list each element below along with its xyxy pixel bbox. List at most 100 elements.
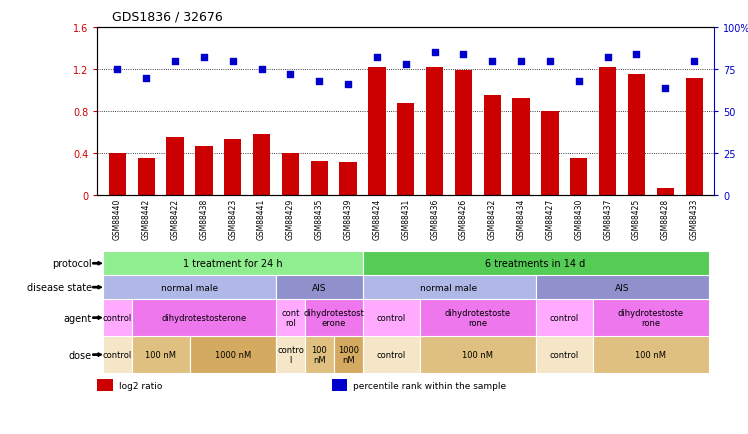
Text: GSM88435: GSM88435 [315, 198, 324, 240]
Bar [397, 103, 414, 195]
Point [313, 78, 325, 85]
Text: GSM88437: GSM88437 [603, 198, 612, 240]
Bar [276, 336, 305, 373]
Bar [253, 135, 270, 195]
Point [198, 55, 210, 62]
Text: contro
l: contro l [277, 345, 304, 364]
Point [688, 58, 700, 65]
Bar [138, 159, 155, 195]
Bar [455, 71, 472, 195]
Bar [305, 299, 363, 336]
Text: GSM88423: GSM88423 [228, 198, 237, 239]
Text: 100 nM: 100 nM [635, 350, 666, 359]
Point [371, 55, 383, 62]
Text: AIS: AIS [615, 283, 629, 292]
Bar [542, 112, 559, 195]
Text: GSM88424: GSM88424 [373, 198, 381, 239]
Text: control: control [102, 350, 132, 359]
Text: dihydrotestosterone: dihydrotestosterone [162, 313, 247, 322]
Bar [536, 299, 593, 336]
Text: disease state: disease state [27, 283, 92, 293]
Bar [305, 336, 334, 373]
Bar [536, 336, 593, 373]
Text: GSM88431: GSM88431 [401, 198, 411, 239]
Bar [484, 96, 501, 195]
Bar [132, 336, 189, 373]
Text: GSM88426: GSM88426 [459, 198, 468, 239]
Bar [593, 336, 708, 373]
Bar [189, 336, 276, 373]
Bar [331, 379, 347, 391]
Text: GSM88442: GSM88442 [142, 198, 151, 239]
Bar [599, 68, 616, 195]
Text: GSM88425: GSM88425 [632, 198, 641, 239]
Point [342, 82, 354, 89]
Text: GSM88436: GSM88436 [430, 198, 439, 240]
Text: GSM88438: GSM88438 [200, 198, 209, 239]
Text: percentile rank within the sample: percentile rank within the sample [353, 381, 506, 390]
Bar [340, 163, 357, 195]
Point [169, 58, 181, 65]
Bar [103, 276, 276, 299]
Text: control: control [377, 313, 406, 322]
Text: control: control [377, 350, 406, 359]
Text: GSM88427: GSM88427 [545, 198, 554, 239]
Point [458, 52, 470, 59]
Point [141, 75, 153, 82]
Text: normal male: normal male [161, 283, 218, 292]
Text: GSM88422: GSM88422 [171, 198, 180, 239]
Text: dihydrotestost
erone: dihydrotestost erone [303, 309, 364, 327]
Text: AIS: AIS [312, 283, 327, 292]
Point [515, 58, 527, 65]
Text: GSM88429: GSM88429 [286, 198, 295, 239]
Text: dihydrotestoste
rone: dihydrotestoste rone [445, 309, 511, 327]
Point [111, 66, 123, 73]
Bar [426, 68, 444, 195]
Point [256, 66, 268, 73]
Bar [276, 276, 363, 299]
Text: dihydrotestoste
rone: dihydrotestoste rone [618, 309, 684, 327]
Bar [368, 68, 386, 195]
Text: GSM88434: GSM88434 [517, 198, 526, 240]
Point [659, 85, 671, 92]
Bar [276, 299, 305, 336]
Point [631, 52, 643, 59]
Bar [224, 140, 242, 195]
Point [573, 78, 585, 85]
Text: 6 treatments in 14 d: 6 treatments in 14 d [485, 259, 586, 269]
Bar [167, 138, 184, 195]
Bar [97, 379, 113, 391]
Bar [593, 299, 708, 336]
Point [429, 50, 441, 57]
Bar [536, 276, 708, 299]
Point [284, 72, 296, 79]
Bar [310, 162, 328, 195]
Point [399, 62, 411, 69]
Bar [108, 154, 126, 195]
Bar [628, 75, 645, 195]
Text: GSM88441: GSM88441 [257, 198, 266, 239]
Bar [657, 189, 674, 195]
Text: GSM88432: GSM88432 [488, 198, 497, 239]
Bar [570, 159, 587, 195]
Bar [420, 336, 536, 373]
Text: cont
rol: cont rol [281, 309, 300, 327]
Text: GDS1836 / 32676: GDS1836 / 32676 [112, 11, 223, 24]
Text: protocol: protocol [52, 259, 92, 269]
Bar [132, 299, 276, 336]
Text: 1000 nM: 1000 nM [215, 350, 251, 359]
Text: dose: dose [69, 350, 92, 360]
Text: log2 ratio: log2 ratio [119, 381, 162, 390]
Bar [363, 252, 708, 276]
Bar [363, 336, 420, 373]
Text: GSM88439: GSM88439 [343, 198, 352, 240]
Text: 1 treatment for 24 h: 1 treatment for 24 h [183, 259, 283, 269]
Point [601, 55, 613, 62]
Bar [103, 252, 363, 276]
Text: GSM88430: GSM88430 [574, 198, 583, 240]
Bar [363, 276, 536, 299]
Bar [103, 336, 132, 373]
Text: 100
nM: 100 nM [311, 345, 327, 364]
Text: GSM88433: GSM88433 [690, 198, 699, 240]
Text: 1000
nM: 1000 nM [337, 345, 358, 364]
